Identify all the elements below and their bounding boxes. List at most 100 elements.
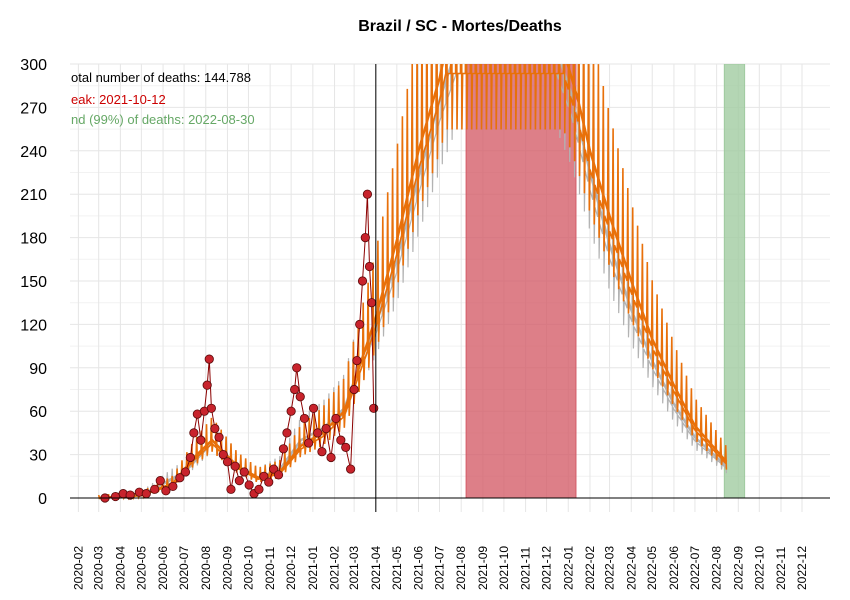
annotation-end: nd (99%) of deaths: 2022-08-30 — [71, 112, 255, 127]
x-tick-label: 2022-09 — [731, 546, 745, 590]
x-tick-label: 2020-09 — [220, 546, 234, 590]
observed-point — [210, 423, 220, 434]
y-tick-label: 60 — [29, 404, 47, 421]
observed-point — [326, 452, 336, 463]
x-tick-label: 2021-07 — [433, 546, 447, 590]
observed-point — [362, 189, 373, 199]
observed-point — [346, 464, 356, 474]
series-line — [97, 64, 728, 501]
observed-point — [204, 354, 214, 364]
x-tick-label: 2022-04 — [624, 546, 638, 590]
observed-point — [355, 319, 365, 329]
x-tick-label: 2021-01 — [306, 546, 320, 590]
observed-point — [278, 444, 289, 454]
annotation-total: otal number of deaths: 144.788 — [71, 70, 251, 85]
observed-point — [244, 480, 254, 490]
x-tick-label: 2020-08 — [199, 546, 213, 590]
observed-point — [313, 428, 323, 438]
annotation-peak: eak: 2021-10-12 — [71, 92, 166, 107]
x-tick-label: 2021-08 — [454, 546, 468, 590]
series-trend — [98, 64, 728, 500]
end-band — [723, 64, 746, 499]
x-tick-labels: 2020-02 2020-03 2020-04 2020-05 2020-06 2020-… — [71, 546, 809, 590]
observed-point — [218, 449, 228, 460]
observed-point — [308, 403, 319, 413]
x-tick-label: 2020-04 — [113, 546, 127, 590]
x-tick-label: 2022-10 — [752, 546, 766, 590]
x-tick-label: 2021-09 — [476, 546, 490, 590]
observed-point — [125, 490, 135, 500]
x-tick-label: 2022-08 — [710, 546, 724, 590]
y-tick-label: 120 — [20, 317, 47, 334]
observed-point — [369, 403, 379, 413]
observed-point — [180, 467, 191, 477]
x-tick-label: 2021-11 — [519, 547, 533, 590]
y-tick-label: 30 — [29, 448, 47, 465]
observed-point — [196, 435, 206, 445]
y-tick-label: 180 — [20, 231, 47, 248]
observed-point — [168, 481, 178, 492]
observed-point — [189, 428, 199, 438]
x-tick-label: 2021-06 — [412, 546, 426, 590]
observed-point — [214, 432, 224, 442]
x-tick-label: 2021-10 — [497, 546, 511, 590]
observed-point — [234, 476, 244, 486]
observed-point — [222, 457, 233, 467]
y-tick-label: 90 — [29, 361, 47, 378]
x-tick-label: 2020-07 — [177, 546, 191, 590]
axes — [70, 64, 830, 512]
observed-point — [367, 298, 377, 308]
x-tick-label: 2022-02 — [583, 546, 597, 590]
observed-point — [254, 484, 264, 494]
x-tick-label: 2022-06 — [667, 546, 681, 590]
y-tick-label: 0 — [38, 491, 47, 508]
chart-title: Brazil / SC - Mortes/Deaths — [358, 18, 562, 35]
observed-point — [155, 476, 165, 486]
observed-point — [269, 464, 279, 474]
observed-point — [292, 363, 302, 373]
x-tick-label: 2021-02 — [328, 546, 342, 590]
y-tick-label: 240 — [20, 144, 47, 161]
x-tick-label: 2022-05 — [645, 546, 659, 590]
y-tick-label: 300 — [20, 57, 47, 74]
observed-point — [273, 470, 284, 480]
x-tick-label: 2022-07 — [688, 546, 702, 590]
x-tick-label: 2022-01 — [561, 546, 575, 590]
observed-point — [282, 428, 292, 438]
observed-point — [259, 471, 269, 481]
x-tick-label: 2020-12 — [284, 546, 298, 590]
observed-point — [110, 491, 121, 502]
observed-point — [295, 392, 305, 402]
x-tick-label: 2020-11 — [263, 547, 277, 590]
shaded-bands — [465, 64, 746, 499]
x-tick-label: 2020-06 — [156, 546, 170, 590]
observed-point — [141, 489, 151, 499]
x-tick-label: 2020-05 — [134, 546, 148, 590]
x-tick-label: 2022-11 — [774, 547, 788, 590]
x-tick-label: 2021-04 — [369, 546, 383, 590]
peak-band — [465, 64, 577, 499]
grid — [70, 63, 830, 512]
observed-point — [357, 276, 368, 286]
observed-point — [352, 355, 362, 366]
x-tick-label: 2021-12 — [540, 546, 554, 590]
x-tick-label: 2022-03 — [603, 546, 617, 590]
x-tick-label: 2021-05 — [390, 546, 404, 590]
y-tick-label: 270 — [20, 100, 47, 117]
observed-point — [175, 473, 185, 483]
observed-point — [364, 261, 375, 272]
observed-point — [239, 467, 249, 477]
observed-point — [341, 442, 351, 452]
observed-point — [317, 447, 327, 457]
y-tick-labels: 0 30 60 90 120 150 180 210 240 270 300 — [20, 57, 47, 508]
observed-layer — [100, 189, 379, 503]
x-tick-label: 2021-03 — [347, 546, 361, 590]
x-tick-label: 2022-12 — [795, 546, 809, 590]
observed-point — [185, 452, 195, 463]
x-tick-label: 2020-02 — [71, 546, 85, 590]
observed-point — [226, 484, 236, 494]
observed-point — [349, 384, 359, 395]
observed-point — [286, 406, 296, 416]
